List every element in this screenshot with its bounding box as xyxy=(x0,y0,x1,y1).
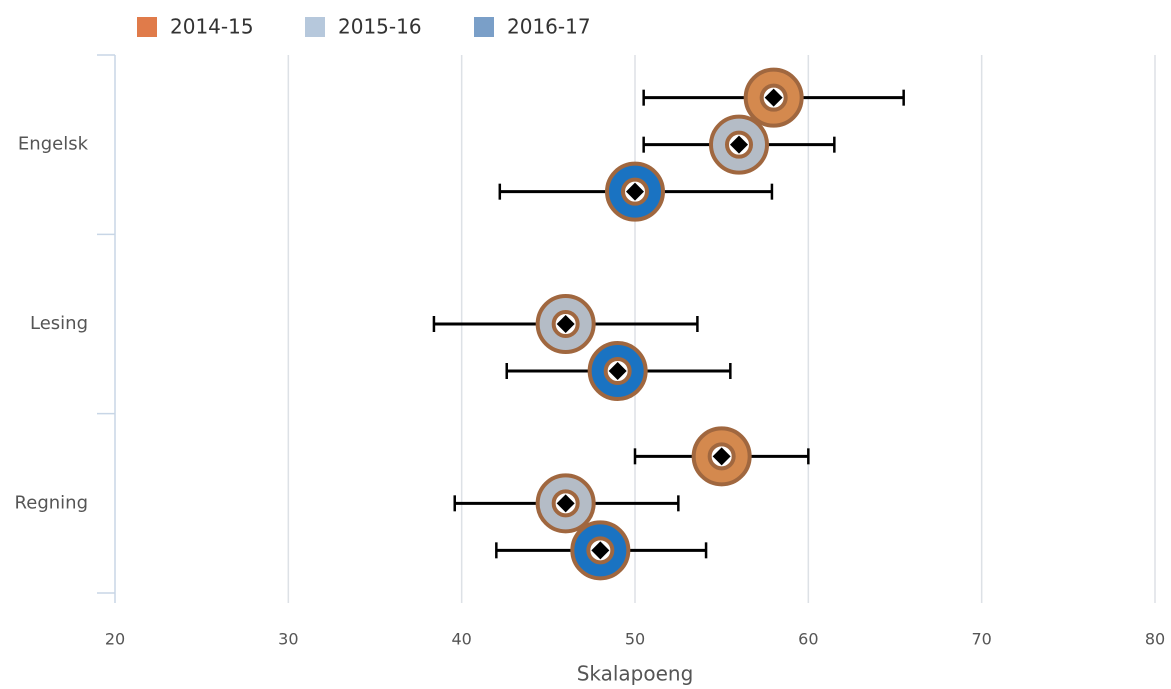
marker-diamond xyxy=(591,541,610,560)
x-axis-label: Skalapoeng xyxy=(577,662,694,686)
marker-diamond xyxy=(608,362,627,380)
legend-swatch xyxy=(474,17,494,37)
y-tick-label: Engelsk xyxy=(18,134,89,155)
legend-swatch xyxy=(137,17,157,37)
legend-label: 2016-17 xyxy=(507,15,591,39)
marker-diamond xyxy=(712,447,731,466)
x-tick-label: 60 xyxy=(798,630,818,649)
x-tick-label: 50 xyxy=(625,630,645,649)
x-tick-label: 70 xyxy=(971,630,991,649)
legend-label: 2015-16 xyxy=(338,15,422,39)
x-tick-label: 80 xyxy=(1145,630,1165,649)
x-tick-label: 20 xyxy=(105,630,125,649)
marker-diamond xyxy=(730,135,748,154)
y-tick-label: Regning xyxy=(15,492,88,513)
y-tick-label: Lesing xyxy=(30,313,88,334)
marker-diamond xyxy=(556,494,575,513)
marker-diamond xyxy=(764,88,783,107)
marker-diamond xyxy=(556,315,575,333)
legend-swatch xyxy=(305,17,325,37)
x-tick-label: 40 xyxy=(451,630,471,649)
x-tick-label: 30 xyxy=(278,630,298,649)
marker-diamond xyxy=(626,182,644,201)
legend-label: 2014-15 xyxy=(170,15,254,39)
